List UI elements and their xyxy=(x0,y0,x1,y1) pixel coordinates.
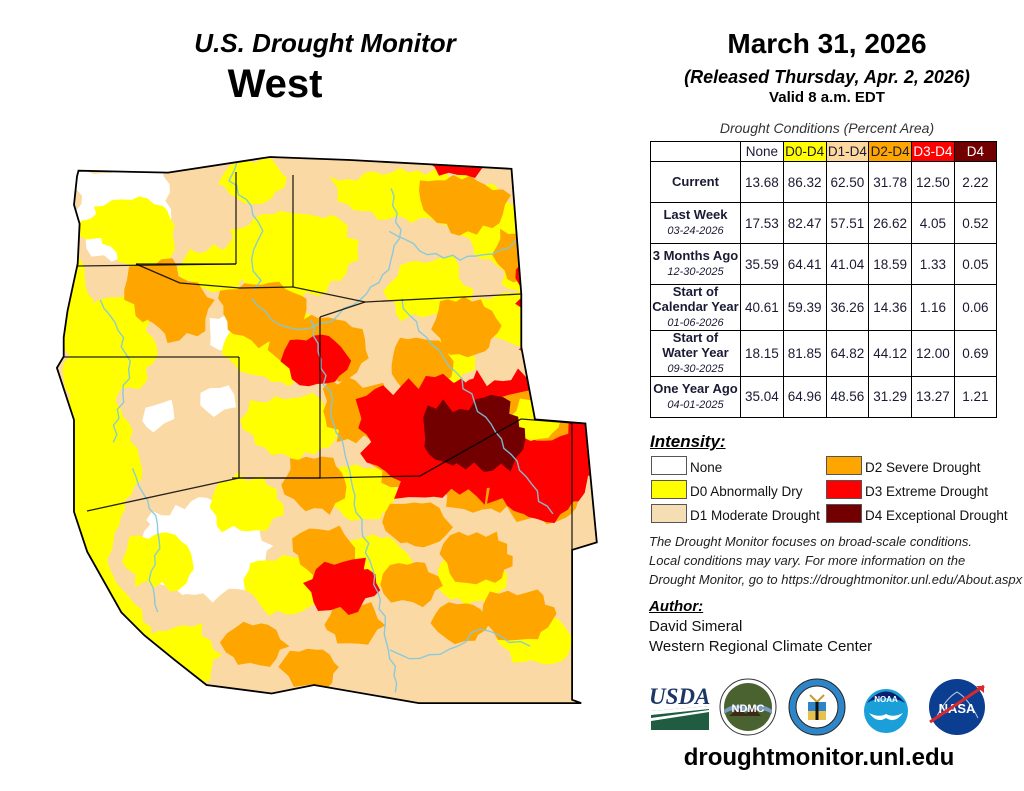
svg-text:USDA: USDA xyxy=(649,684,710,709)
svg-text:NDMC: NDMC xyxy=(732,703,765,715)
svg-text:NOAA: NOAA xyxy=(874,695,898,704)
